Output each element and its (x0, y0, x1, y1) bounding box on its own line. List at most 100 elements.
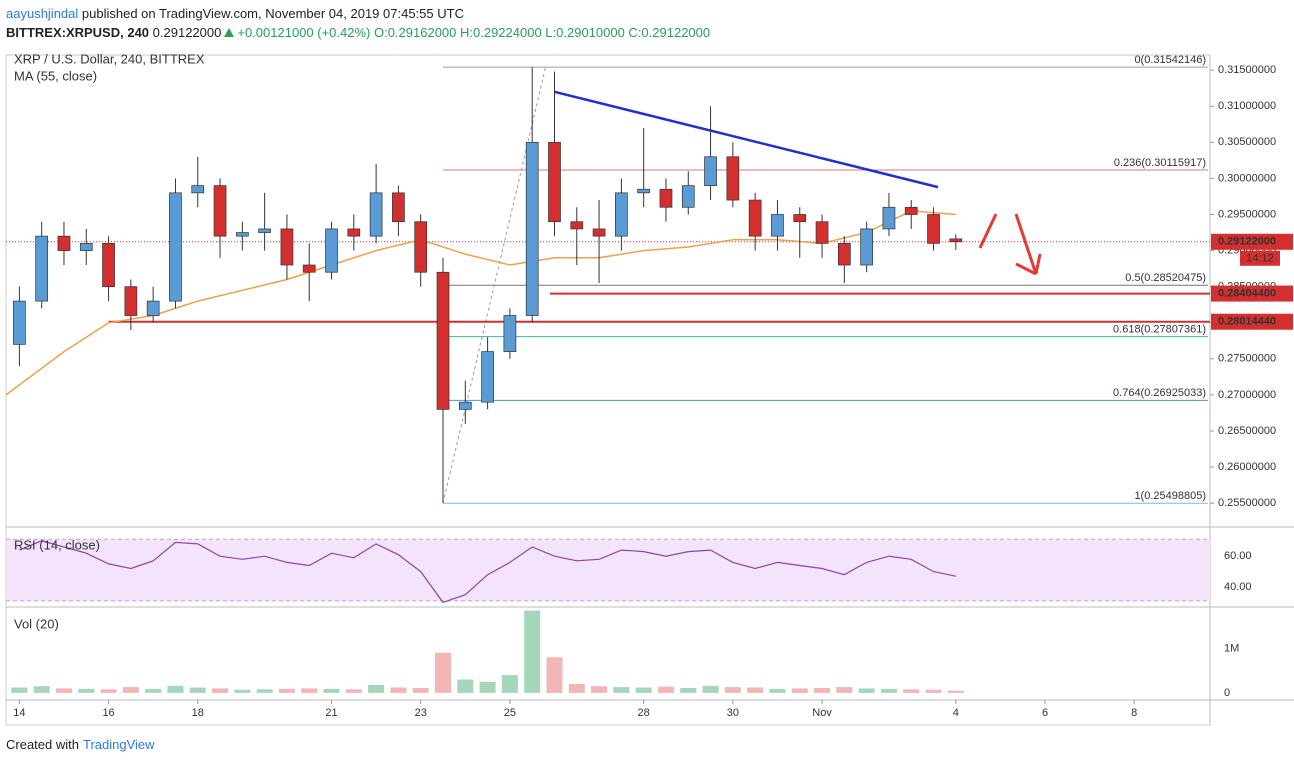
volume-bar (524, 610, 541, 693)
x-tick-label: 18 (192, 707, 204, 719)
candle-body (837, 243, 851, 266)
x-tick-label: 21 (325, 707, 337, 719)
rsi-tick-label: 40.00 (1224, 581, 1252, 593)
candle-body (503, 315, 517, 352)
candle-body (235, 232, 249, 237)
rsi-label: RSI (14, close) (14, 537, 100, 552)
fib-label: 0.618(0.27807361) (1113, 324, 1206, 336)
vol-tick-label: 0 (1224, 687, 1230, 699)
candle-body (615, 192, 628, 237)
x-tick-label: 4 (953, 707, 959, 719)
volume-bar (435, 652, 452, 693)
x-tick-label: Nov (812, 707, 832, 719)
level-box (1211, 285, 1293, 302)
candle-body (35, 235, 49, 302)
y-tick-label: 0.30000000 (1218, 172, 1276, 184)
volume-bar (234, 689, 251, 693)
brand[interactable]: TradingView (82, 737, 155, 752)
candle-body (146, 300, 160, 316)
candle-body (325, 228, 338, 273)
candle-body (771, 214, 784, 237)
published: published on TradingView.com, November 0… (81, 6, 464, 21)
candle-body (726, 156, 740, 201)
fib-label: 1(0.25498805) (1134, 490, 1206, 502)
volume-bar (78, 688, 95, 693)
trendline (554, 90, 939, 189)
volume-bar (323, 688, 340, 693)
ohlc: O:0.29162000 H:0.29224000 L:0.29010000 C… (373, 25, 711, 40)
candle-body (637, 188, 651, 194)
volume-bar (390, 687, 407, 693)
arrow-down (1014, 213, 1042, 276)
x-tick-label: 25 (504, 707, 516, 719)
volume-bar (278, 688, 295, 693)
candle-body (882, 206, 896, 230)
countdown: 14:12 (1246, 253, 1274, 265)
volume-bar (546, 657, 563, 693)
header: aayushjindal published on TradingView.co… (6, 4, 710, 42)
x-tick-label: 23 (415, 707, 427, 719)
volume-bar (501, 675, 518, 693)
volume-bar (100, 689, 117, 693)
volume-bar (591, 686, 608, 693)
vol-tick-label: 1M (1224, 642, 1239, 654)
frame (5, 54, 1211, 726)
volume-bar (122, 687, 139, 693)
candle-body (169, 192, 182, 302)
volume-bar (457, 679, 474, 693)
header-line: BITTREX:XRPUSD, 240 0.29122000 +0.0012100… (6, 23, 710, 42)
y-tick-label: 0.25500000 (1218, 497, 1276, 509)
volume-bar (702, 685, 719, 693)
volume-bar (167, 685, 184, 693)
x-tick-label: 16 (102, 707, 114, 719)
volume-bar (613, 687, 630, 693)
rsi-tick-label: 60.00 (1224, 550, 1252, 562)
candle-body (860, 228, 873, 266)
volume-bar (635, 687, 652, 693)
candle-body (815, 221, 829, 244)
volume-bar (925, 689, 942, 693)
price-box-label: 0.29122000 (1218, 236, 1276, 248)
author[interactable]: aayushjindal (6, 6, 79, 21)
y-tick-label: 0.27000000 (1218, 389, 1276, 401)
rsi-band (6, 539, 1210, 601)
volume-bar (368, 684, 385, 693)
price-box (1211, 233, 1293, 250)
candle-body (748, 199, 762, 237)
x-tick-label: 8 (1131, 707, 1137, 719)
candle-body (481, 351, 494, 403)
y-tick-label: 0.31000000 (1218, 100, 1276, 112)
candle-body (949, 238, 963, 243)
candle-body (592, 228, 606, 237)
created: Created with (6, 737, 79, 752)
volume-bar (680, 687, 697, 693)
up-arrow (224, 28, 235, 37)
candle-body (570, 221, 584, 230)
volume-bar (33, 686, 50, 693)
candle-body (302, 264, 316, 273)
volume-bar (212, 688, 229, 693)
fib-label: 0(0.31542146) (1134, 54, 1206, 66)
volume-bar (568, 683, 585, 693)
volume-bar (724, 687, 741, 693)
volume-bar (657, 686, 674, 693)
level-box-label: 0.28014440 (1218, 316, 1276, 328)
volume-bar (903, 689, 920, 693)
ma-label: MA (55, close) (14, 68, 97, 83)
volume-bar (412, 687, 429, 693)
candle-body (124, 286, 138, 316)
fib-diagonal (442, 66, 547, 504)
x-tick-label: 30 (727, 707, 739, 719)
candle-body (213, 185, 227, 237)
header-line: aayushjindal published on TradingView.co… (6, 4, 710, 23)
y-tick-label: 0.27500000 (1218, 353, 1276, 365)
y-tick-label: 0.29500000 (1218, 208, 1276, 220)
candle-body (13, 300, 26, 345)
volume-bar (256, 689, 273, 693)
volume-bar (145, 688, 162, 693)
y-tick-label: 0.26000000 (1218, 461, 1276, 473)
candle-body (681, 185, 695, 208)
candle-body (525, 141, 539, 316)
